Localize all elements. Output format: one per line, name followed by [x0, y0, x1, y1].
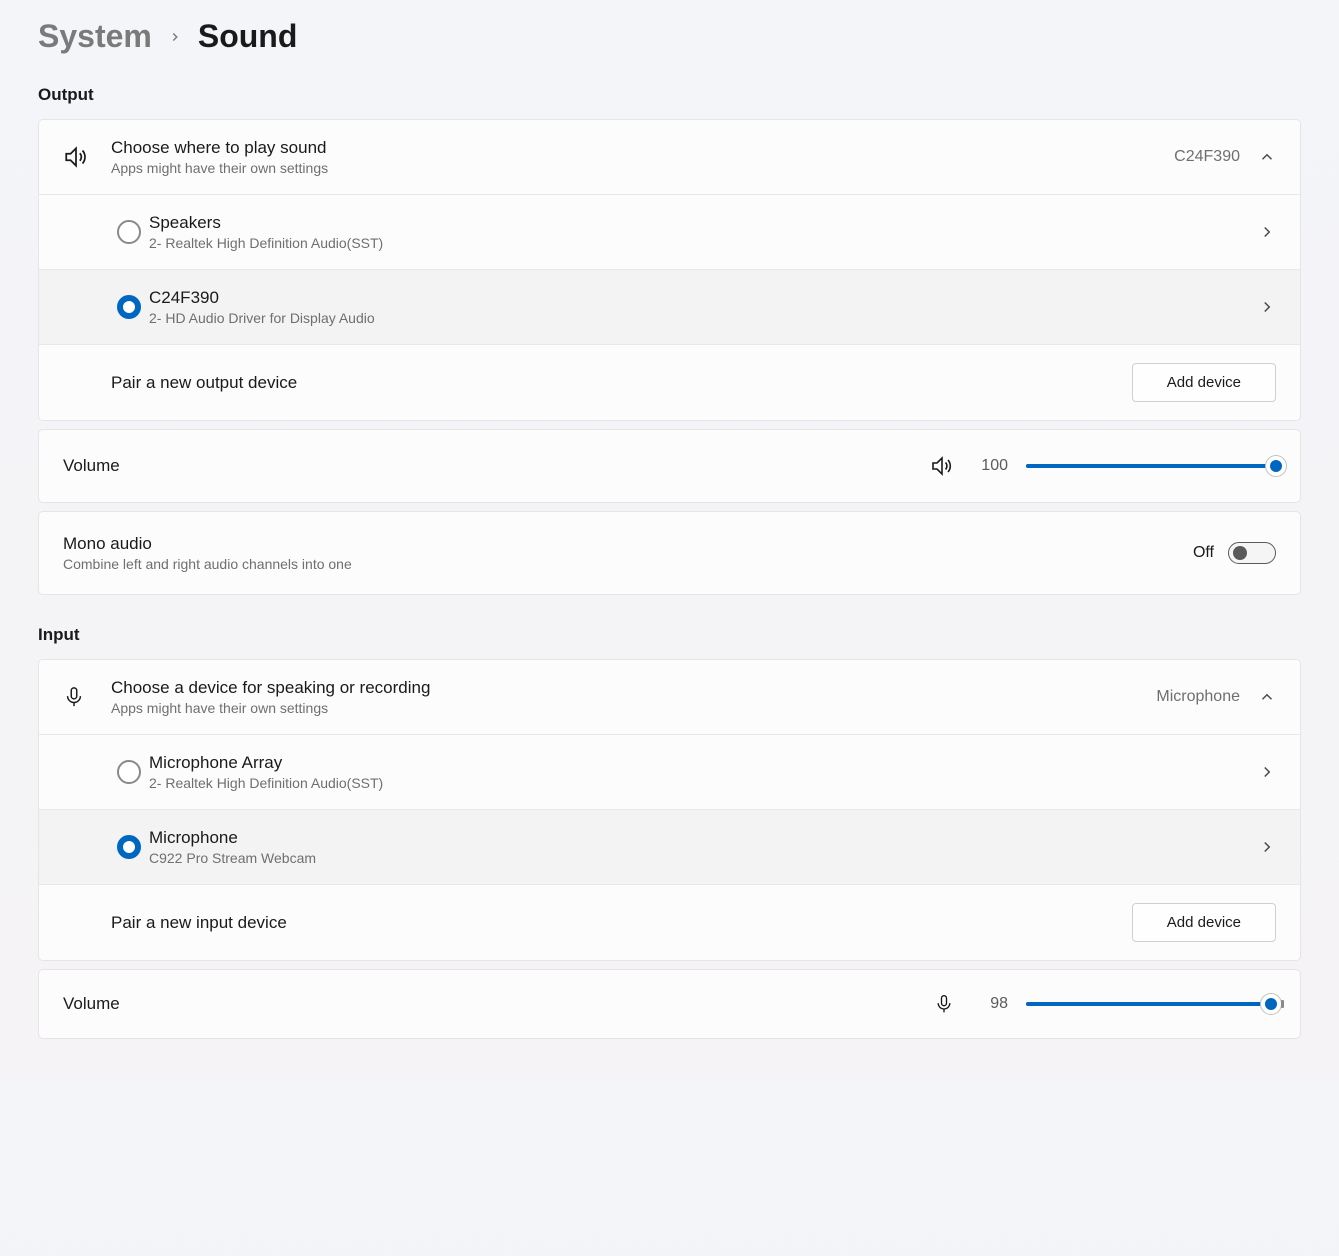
chevron-right-icon [168, 30, 182, 44]
input-choose-title: Choose a device for speaking or recordin… [111, 678, 1156, 698]
output-device-detail: 2- HD Audio Driver for Display Audio [149, 310, 1258, 326]
output-heading: Output [0, 55, 1339, 119]
microphone-icon [934, 994, 954, 1014]
radio-unselected[interactable] [117, 760, 141, 784]
breadcrumb: System Sound [0, 0, 1339, 55]
chevron-up-icon [1258, 148, 1276, 166]
output-device-name: Speakers [149, 213, 1258, 233]
output-pair-label: Pair a new output device [111, 373, 1132, 393]
mono-state-label: Off [1193, 544, 1214, 562]
mono-subtitle: Combine left and right audio channels in… [63, 556, 1193, 572]
chevron-right-icon [1258, 223, 1276, 241]
speaker-icon [930, 454, 954, 478]
output-choose-row[interactable]: Choose where to play sound Apps might ha… [39, 120, 1300, 195]
input-choose-group: Choose a device for speaking or recordin… [38, 659, 1301, 961]
input-device-row[interactable]: Microphone Array 2- Realtek High Definit… [39, 735, 1300, 810]
input-heading: Input [0, 595, 1339, 659]
input-device-name: Microphone [149, 828, 1258, 848]
mono-audio-card: Mono audio Combine left and right audio … [38, 511, 1301, 595]
input-current-device: Microphone [1156, 688, 1240, 706]
chevron-up-icon [1258, 688, 1276, 706]
chevron-right-icon [1258, 838, 1276, 856]
input-volume-label: Volume [63, 994, 916, 1014]
output-current-device: C24F390 [1174, 148, 1240, 166]
output-device-row[interactable]: C24F390 2- HD Audio Driver for Display A… [39, 270, 1300, 345]
output-device-name: C24F390 [149, 288, 1258, 308]
output-choose-title: Choose where to play sound [111, 138, 1174, 158]
microphone-icon [63, 686, 111, 708]
input-volume-card: Volume 98 [38, 969, 1301, 1039]
input-device-detail: 2- Realtek High Definition Audio(SST) [149, 775, 1258, 791]
output-choose-group: Choose where to play sound Apps might ha… [38, 119, 1301, 421]
output-volume-slider[interactable] [1026, 456, 1276, 476]
radio-selected[interactable] [117, 835, 141, 859]
output-volume-value: 100 [972, 457, 1008, 475]
input-choose-subtitle: Apps might have their own settings [111, 700, 1156, 716]
mono-toggle[interactable] [1228, 542, 1276, 564]
input-choose-row[interactable]: Choose a device for speaking or recordin… [39, 660, 1300, 735]
input-volume-slider[interactable] [1026, 994, 1276, 1014]
breadcrumb-parent[interactable]: System [38, 18, 152, 55]
input-device-row[interactable]: Microphone C922 Pro Stream Webcam [39, 810, 1300, 885]
output-volume-label: Volume [63, 456, 912, 476]
speaker-icon [63, 144, 111, 170]
radio-selected[interactable] [117, 295, 141, 319]
input-device-detail: C922 Pro Stream Webcam [149, 850, 1258, 866]
input-pair-row: Pair a new input device Add device [39, 885, 1300, 960]
output-pair-row: Pair a new output device Add device [39, 345, 1300, 420]
output-device-row[interactable]: Speakers 2- Realtek High Definition Audi… [39, 195, 1300, 270]
input-volume-value: 98 [972, 995, 1008, 1013]
chevron-right-icon [1258, 763, 1276, 781]
radio-unselected[interactable] [117, 220, 141, 244]
input-pair-label: Pair a new input device [111, 913, 1132, 933]
input-device-name: Microphone Array [149, 753, 1258, 773]
output-device-detail: 2- Realtek High Definition Audio(SST) [149, 235, 1258, 251]
add-output-device-button[interactable]: Add device [1132, 363, 1276, 402]
output-choose-subtitle: Apps might have their own settings [111, 160, 1174, 176]
add-input-device-button[interactable]: Add device [1132, 903, 1276, 942]
output-volume-card: Volume 100 [38, 429, 1301, 503]
chevron-right-icon [1258, 298, 1276, 316]
mono-title: Mono audio [63, 534, 1193, 554]
page-title: Sound [198, 18, 298, 55]
